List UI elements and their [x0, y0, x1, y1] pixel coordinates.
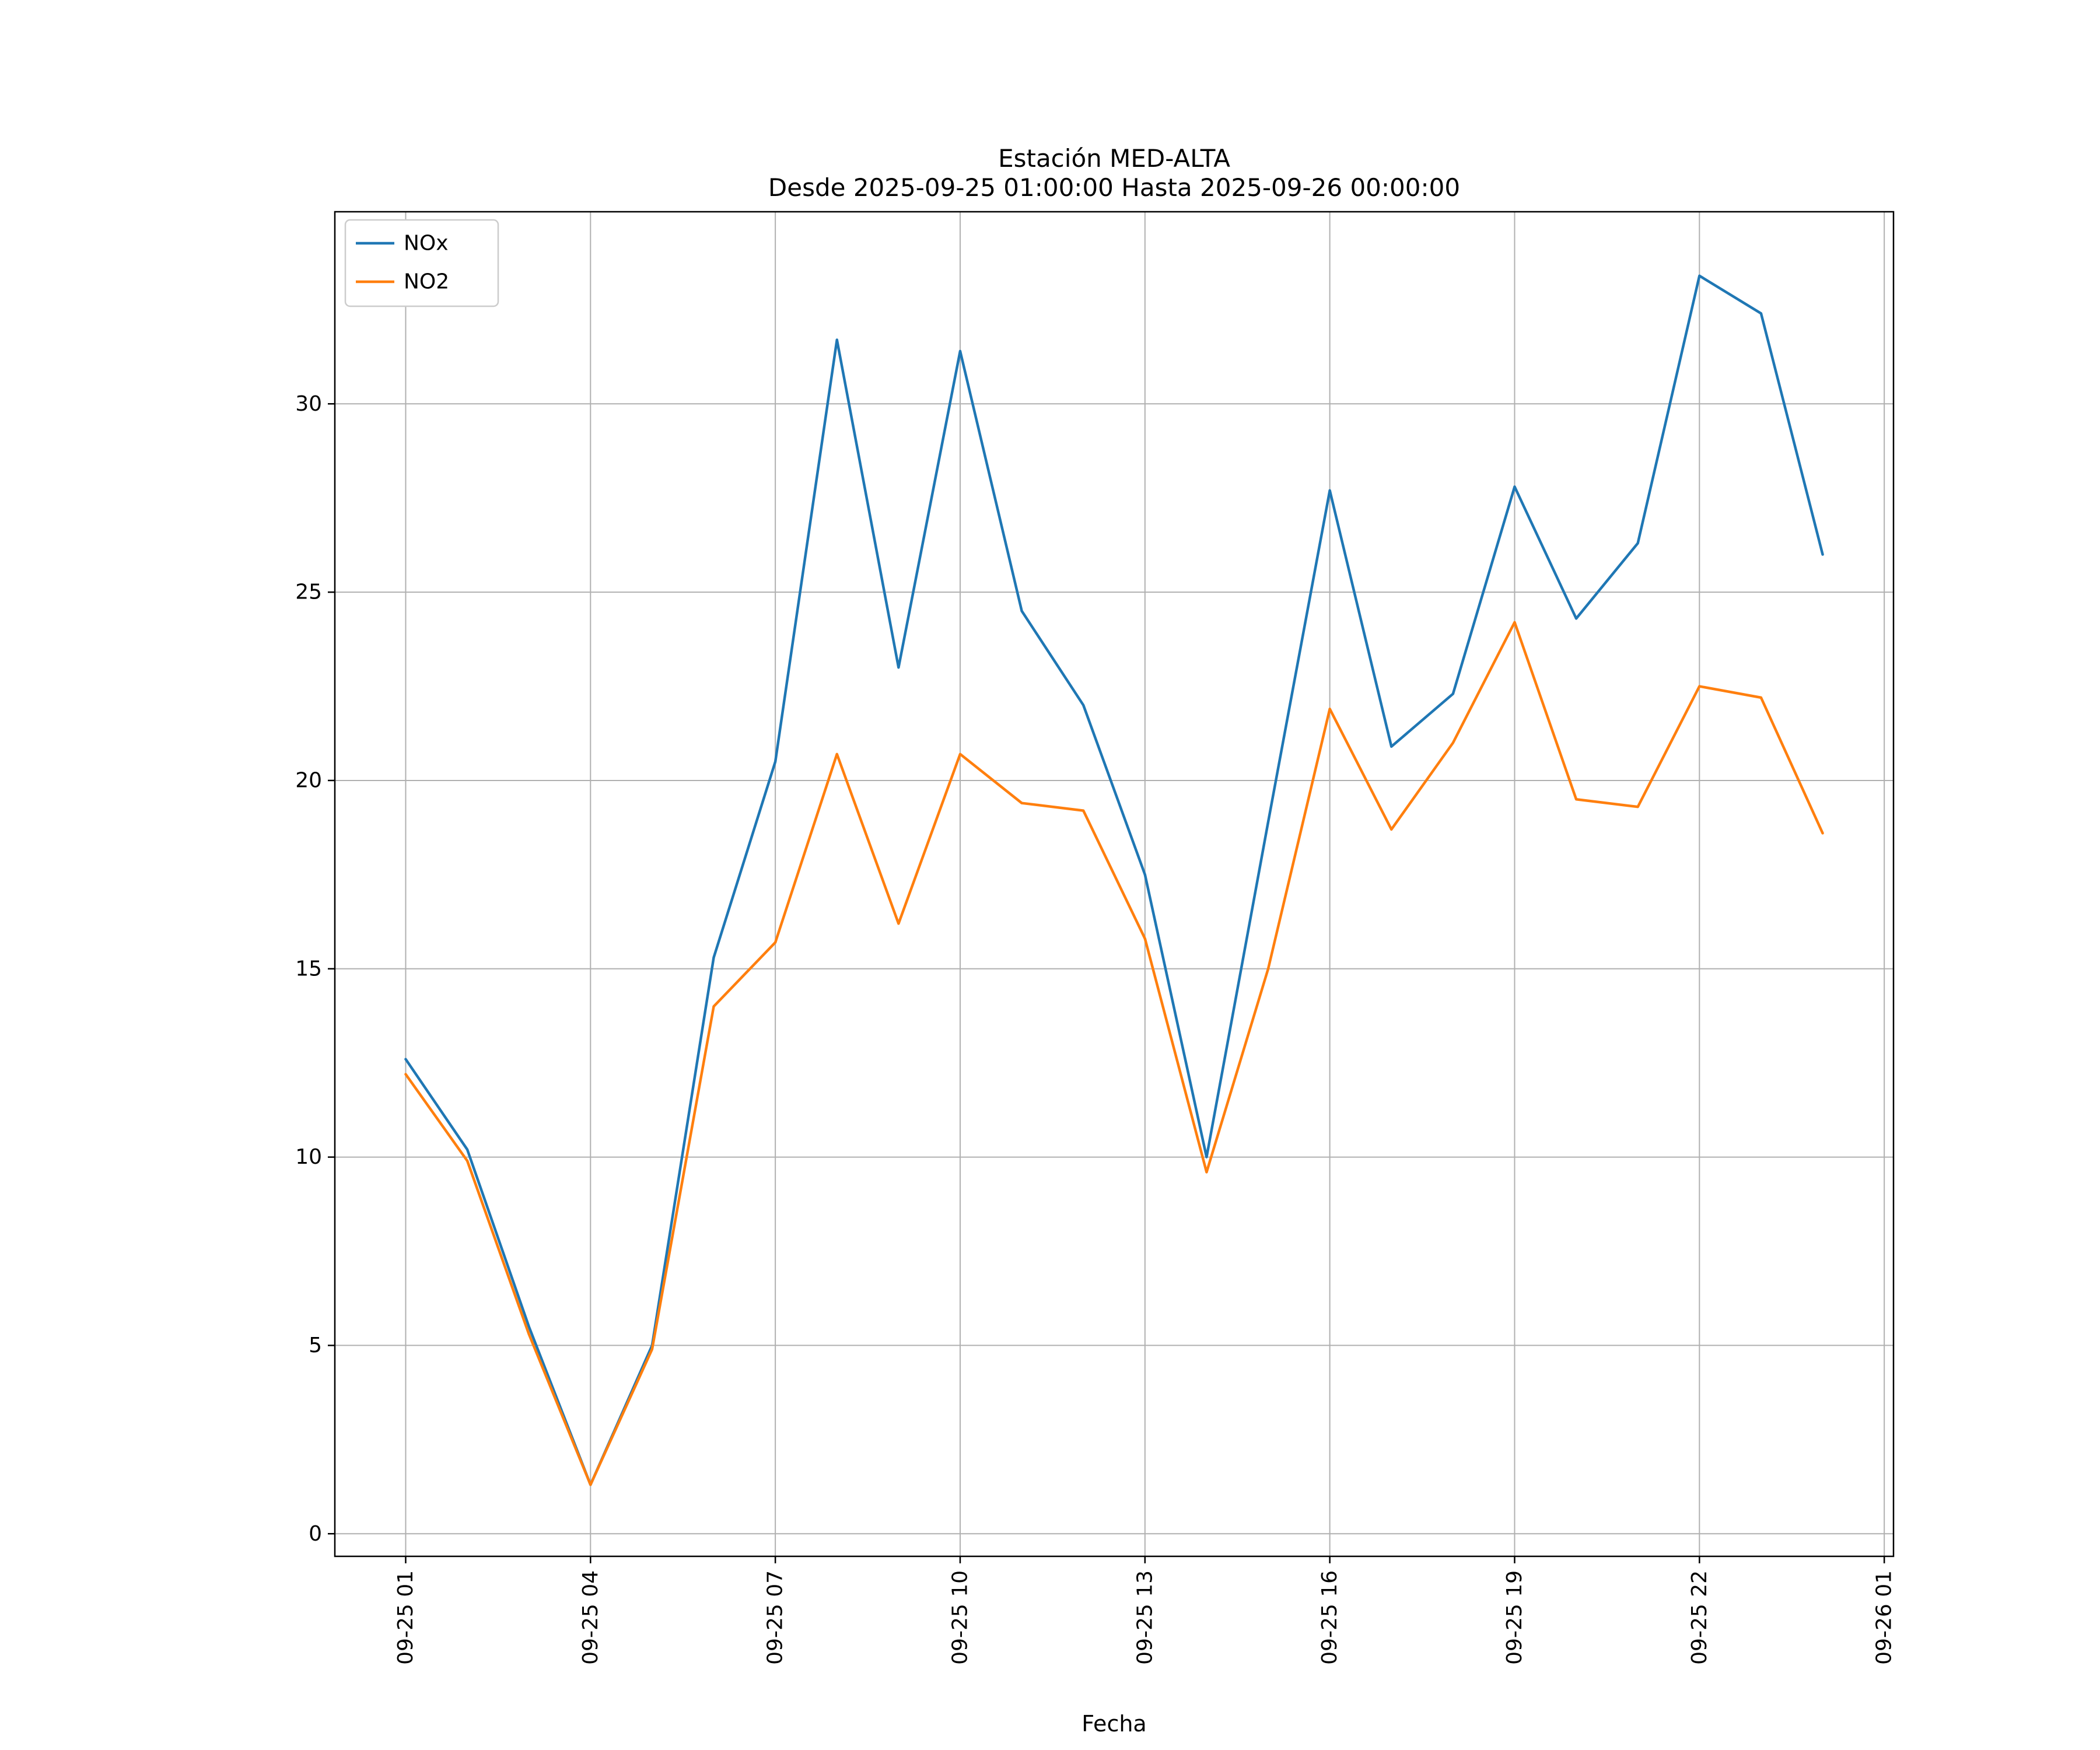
y-tick-label: 15 [295, 957, 322, 981]
y-tick-label: 0 [309, 1522, 322, 1546]
y-tick-label: 30 [295, 392, 322, 416]
plot-border [334, 211, 1895, 1558]
plot-frame [334, 211, 1895, 1558]
legend-label-nox: NOx [404, 232, 449, 256]
chart-subtitle: Desde 2025-09-25 01:00:00 Hasta 2025-09-… [768, 173, 1460, 202]
x-tick-label: 09-25 01 [394, 1570, 418, 1665]
y-tick-label: 5 [309, 1334, 322, 1357]
x-tick-label: 09-25 07 [764, 1570, 788, 1665]
series-line-nox [404, 274, 1824, 1486]
x-tick-label: 09-25 13 [1133, 1570, 1157, 1665]
grid-lines [335, 212, 1894, 1556]
x-axis-label: Fecha [1082, 1711, 1146, 1737]
legend-label-no2: NO2 [404, 270, 449, 294]
y-tick-label: 20 [295, 768, 322, 792]
x-tick-label: 09-25 10 [948, 1570, 972, 1665]
legend-box [344, 219, 499, 307]
y-tick-label: 25 [295, 580, 322, 604]
axis-ticks: 09-25 01 09-25 04 09-25 07 09-25 10 09-25 13… [295, 392, 1896, 1665]
series-line-no2 [404, 621, 1824, 1486]
x-tick-label: 09-25 16 [1318, 1570, 1342, 1665]
x-tick-label: 09-25 19 [1503, 1570, 1527, 1665]
x-tick-label: 09-25 22 [1688, 1570, 1712, 1665]
legend: NOx NO2 [344, 219, 499, 307]
x-tick-label: 09-26 01 [1873, 1570, 1896, 1665]
chart-title: Estación MED-ALTA [998, 144, 1230, 173]
y-tick-label: 10 [295, 1145, 322, 1169]
series-lines [404, 274, 1824, 1486]
x-tick-label: 09-25 04 [579, 1570, 603, 1665]
